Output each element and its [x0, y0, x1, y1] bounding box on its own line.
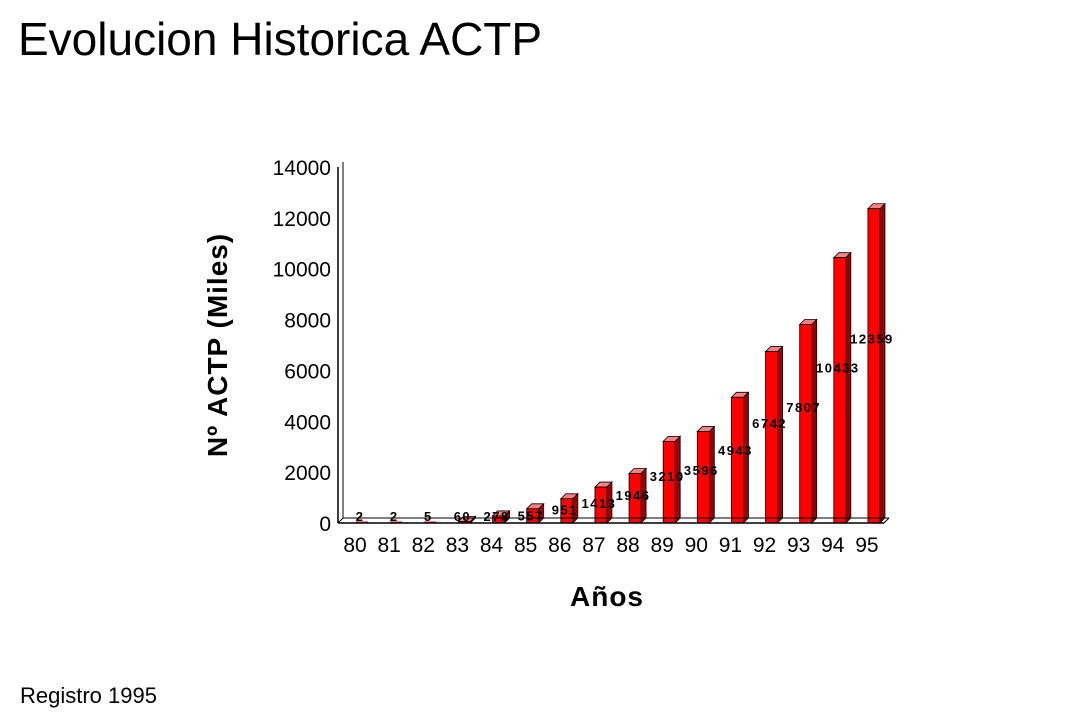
y-tick-label: 14000 — [273, 157, 331, 180]
x-tick-labels: 80 81 82 83 84 85 86 87 88 89 90 91 92 93 94 95 — [343, 534, 878, 557]
x-tick-label: 94 — [821, 534, 845, 557]
bar-group — [662, 435, 682, 524]
data-label: 4943 — [718, 443, 753, 458]
data-label: 10433 — [816, 360, 860, 375]
x-tick-label: 89 — [651, 534, 674, 557]
x-tick-label: 93 — [787, 534, 810, 557]
bar-side — [845, 251, 852, 524]
y-tick-label: 8000 — [284, 310, 331, 333]
x-tick-label: 80 — [343, 534, 366, 557]
y-tick-label: 10000 — [273, 259, 331, 282]
floor-left-edge — [337, 517, 344, 524]
data-label: 60 — [454, 509, 471, 524]
x-tick-label: 82 — [412, 534, 435, 557]
x-tick-label: 83 — [446, 534, 469, 557]
data-label: 3596 — [684, 463, 719, 478]
data-label: 7807 — [786, 400, 821, 415]
data-label: 2 — [356, 509, 365, 524]
footer-note: Registro 1995 — [20, 683, 157, 708]
bar-group — [628, 467, 648, 524]
bar-group — [764, 345, 784, 524]
bar — [765, 351, 778, 524]
bar-group — [559, 492, 579, 524]
data-label: 1946 — [616, 488, 651, 503]
y-tick-label: 6000 — [284, 360, 331, 383]
data-label: 3210 — [650, 469, 685, 484]
y-tick-label: 12000 — [273, 208, 331, 231]
bar-side — [879, 202, 886, 524]
floor-right-edge — [883, 517, 890, 524]
y-tick-label: 0 — [319, 513, 331, 536]
axes — [337, 162, 890, 524]
data-label: 557 — [518, 509, 544, 524]
x-tick-label: 84 — [480, 534, 504, 557]
data-label: 951 — [552, 503, 578, 518]
x-tick-label: 87 — [582, 534, 605, 557]
bar — [731, 396, 744, 524]
x-tick-label: 91 — [719, 534, 742, 557]
x-tick-label: 88 — [616, 534, 639, 557]
y-tick-label: 4000 — [284, 411, 331, 434]
y-tick-label: 2000 — [284, 462, 331, 485]
data-label: 6742 — [752, 416, 787, 431]
x-tick-label: 86 — [548, 534, 571, 557]
bar-side — [777, 345, 783, 524]
data-label: 2 — [390, 509, 399, 524]
x-tick-label: 92 — [753, 534, 776, 557]
bar-group — [730, 391, 750, 524]
x-tick-label: 85 — [514, 534, 537, 557]
bar — [799, 324, 813, 524]
x-tick-label: 95 — [855, 534, 878, 557]
bar-group — [866, 202, 886, 524]
x-axis-title: Años — [570, 581, 644, 612]
data-label: 278 — [483, 509, 509, 524]
bar-group — [832, 251, 852, 524]
slide-title: Evolucion Historica ACTP — [18, 13, 543, 65]
data-label: 1413 — [581, 496, 616, 511]
y-axis-title: Nº ACTP (Miles) — [202, 233, 233, 457]
x-tick-label: 81 — [378, 534, 401, 557]
bar — [833, 257, 847, 524]
x-tick-label: 90 — [685, 534, 708, 557]
bar-group — [798, 318, 818, 524]
y-tick-labels: 0 2000 4000 6000 8000 10000 12000 14000 — [273, 157, 331, 536]
bars — [356, 202, 886, 524]
bar-side — [811, 318, 818, 524]
data-label: 5 — [424, 509, 433, 524]
bar — [867, 208, 881, 524]
bar-group — [593, 481, 613, 524]
data-label: 12359 — [850, 332, 894, 347]
